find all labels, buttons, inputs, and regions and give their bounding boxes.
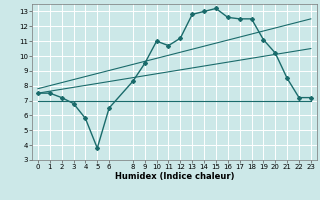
X-axis label: Humidex (Indice chaleur): Humidex (Indice chaleur) xyxy=(115,172,234,181)
